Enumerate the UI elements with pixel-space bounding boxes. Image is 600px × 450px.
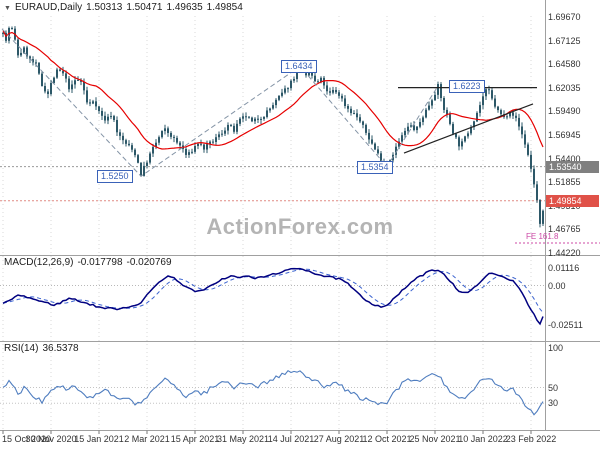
current-price-box: 1.49854	[546, 194, 599, 207]
price-axis-label: 1.46765	[548, 224, 581, 235]
price-axis-label: 1.69670	[548, 12, 581, 22]
annotation-price-tag[interactable]: 1.6223	[449, 79, 485, 93]
macd-legend: MACD(12,26,9) -0.017798 -0.020769	[4, 257, 176, 268]
date-label: 12 Oct 2021	[362, 434, 412, 444]
price-axis-label: 1.44220	[548, 248, 581, 258]
macd-axis-label: -0.02511	[548, 319, 583, 330]
date-label: 23 Feb 2022	[505, 434, 557, 444]
price-axis-label: 1.54400	[548, 153, 581, 164]
rsi-axis-label: 100	[548, 343, 564, 353]
level-price-box: 1.53540	[546, 160, 599, 173]
fibonacci-expansion-label[interactable]: FE 161.8	[526, 231, 559, 241]
date-label: 15 Apr 2021	[170, 434, 220, 444]
date-label: 27 Aug 2021	[313, 434, 365, 444]
open-value: 1.50313	[86, 2, 123, 13]
price-axis-label: 1.67125	[548, 35, 581, 46]
macd-axis-label: 0.01116	[548, 263, 580, 273]
macd-signal-line	[2, 268, 544, 313]
annotation-price-tag[interactable]: 1.5354	[357, 160, 393, 174]
chart-marker-icon: ▼	[4, 5, 11, 12]
annotation-price-tag[interactable]: 1.6434	[281, 60, 317, 74]
low-value: 1.49635	[166, 2, 203, 13]
date-label: 15 Oct 2020	[2, 434, 52, 444]
symbol-label: EURAUD,Daily	[14, 2, 83, 13]
date-label: 14 Jul 2021	[267, 434, 315, 444]
watermark: ActionForex.com	[206, 214, 394, 239]
date-label: 25 Nov 2021	[409, 434, 461, 444]
rsi-axis-label: 30	[548, 398, 559, 409]
date-label: 10 Jan 2022	[458, 434, 508, 444]
date-label: 2 Mar 2021	[124, 434, 170, 444]
macd-value-2: -0.020769	[126, 257, 172, 268]
annotation-price-tag[interactable]: 1.5250	[97, 170, 133, 184]
high-value: 1.50471	[126, 2, 163, 13]
rsi-label: RSI(14)	[4, 343, 39, 354]
macd-axis-label: 0.00	[548, 280, 566, 291]
rsi-line	[2, 369, 544, 416]
date-label: 31 May 2021	[216, 434, 270, 444]
price-axis-label: 1.64580	[548, 59, 581, 70]
trendline-2[interactable]	[403, 103, 534, 154]
date-label: 15 Jan 2021	[74, 434, 124, 444]
symbol-legend: ▼ EURAUD,Daily 1.50313 1.50471 1.49635 1.4985…	[4, 2, 247, 13]
macd-label: MACD(12,26,9)	[4, 257, 74, 268]
macd-value-1: -0.017798	[77, 257, 123, 268]
price-axis-label: 1.59490	[548, 106, 581, 117]
close-value: 1.49854	[206, 2, 243, 13]
moving-average-line	[2, 30, 544, 150]
price-axis-label: 1.51855	[548, 177, 581, 188]
rsi-axis-label: 50	[548, 382, 559, 393]
date-label: 30 Nov 2020	[25, 434, 77, 444]
price-axis-label: 1.56945	[548, 130, 581, 140]
price-axis-label: 1.62035	[548, 82, 581, 93]
rsi-value: 36.5378	[42, 343, 79, 354]
rsi-legend: RSI(14) 36.5378	[4, 343, 83, 354]
macd-main-line	[2, 267, 544, 326]
